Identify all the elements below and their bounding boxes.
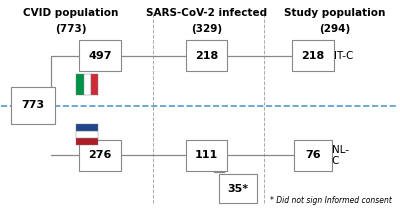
FancyBboxPatch shape — [186, 40, 227, 71]
Bar — [76, 124, 98, 131]
FancyBboxPatch shape — [219, 174, 257, 203]
FancyBboxPatch shape — [11, 87, 55, 124]
Text: (294): (294) — [319, 24, 350, 34]
Bar — [84, 74, 91, 95]
Text: 76: 76 — [305, 150, 321, 161]
Text: (329): (329) — [191, 24, 222, 34]
Text: 497: 497 — [88, 50, 112, 61]
Text: CVID population: CVID population — [23, 8, 118, 18]
Bar — [76, 138, 98, 145]
Text: 276: 276 — [88, 150, 112, 161]
FancyBboxPatch shape — [79, 140, 121, 171]
Text: * Did not sign Informed consent: * Did not sign Informed consent — [270, 196, 392, 206]
FancyBboxPatch shape — [79, 40, 121, 71]
Text: 218: 218 — [195, 50, 218, 61]
Text: (773): (773) — [55, 24, 86, 34]
FancyBboxPatch shape — [292, 40, 334, 71]
Bar — [91, 74, 98, 95]
Text: 773: 773 — [21, 100, 44, 111]
Text: 35*: 35* — [228, 184, 249, 194]
Text: 111: 111 — [195, 150, 218, 161]
Text: Study population: Study population — [284, 8, 386, 18]
Text: SARS-CoV-2 infected: SARS-CoV-2 infected — [146, 8, 267, 18]
Text: IT-C: IT-C — [334, 50, 353, 61]
Bar — [76, 131, 98, 138]
FancyBboxPatch shape — [186, 140, 227, 171]
Bar — [76, 74, 84, 95]
Text: NL-
C: NL- C — [332, 145, 349, 166]
FancyBboxPatch shape — [294, 140, 332, 171]
Text: 218: 218 — [302, 50, 325, 61]
